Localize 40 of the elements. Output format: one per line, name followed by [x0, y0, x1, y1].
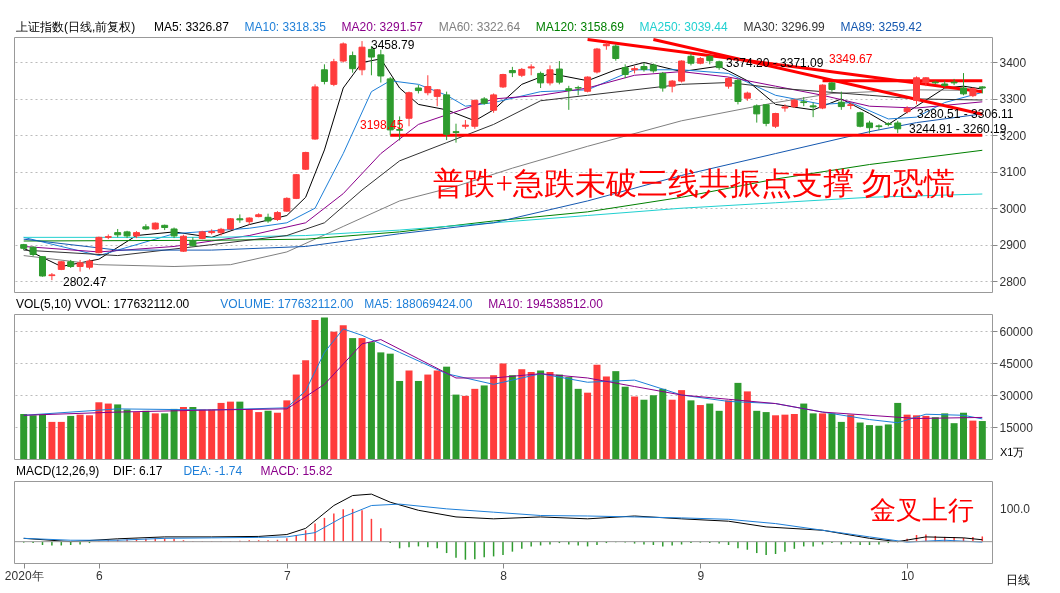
text: MA10: 194538512.00 [488, 297, 604, 311]
annotation: 金叉上行 [870, 496, 974, 525]
x-tick-label: 6 [96, 568, 104, 583]
text: 日线 [1006, 573, 1030, 587]
text: MA120: 3158.69 [535, 20, 625, 34]
y-tick-label: 15000 [999, 420, 1034, 435]
text: VOLUME: 177632112.00 [220, 297, 354, 311]
annotation: 3349.67 [829, 52, 873, 66]
y-tick-label: 3400 [999, 56, 1027, 70]
text: MA30: 3296.99 [743, 20, 826, 34]
text: MACD: 15.82 [260, 464, 333, 478]
chart-title: MACD(12,26,9) [16, 464, 100, 478]
text: MA250: 3039.44 [639, 20, 728, 34]
text: 100.0 [1000, 502, 1031, 516]
y-tick-label: 3100 [999, 165, 1027, 180]
y-tick-label: 2800 [999, 274, 1027, 289]
text: MA20: 3291.57 [341, 20, 424, 34]
series-label: MA5: 188069424.00 [364, 297, 473, 311]
text: MA60: 3322.64 [438, 20, 521, 34]
text: MA10: 3318.35 [244, 20, 327, 34]
y-tick-label: 3000 [999, 201, 1027, 216]
x-tick-label: 8 [500, 568, 508, 583]
text: X1万 [1000, 446, 1025, 458]
y-tick-label: 3300 [999, 92, 1027, 107]
x-tick-label: 7 [284, 568, 291, 583]
text: DEA: -1.74 [183, 464, 243, 478]
text: MA5: 3326.87 [154, 20, 230, 34]
x-tick-label: 9 [697, 568, 705, 583]
x-tick-label: 2020年 [4, 568, 44, 583]
annotation: 2802.47 [63, 275, 107, 289]
x-tick-label: 10 [900, 568, 915, 583]
y-tick-label: 60000 [999, 324, 1034, 339]
y-tick-label: 2900 [999, 238, 1027, 253]
y-tick-label: 30000 [999, 388, 1034, 403]
chart-title: VOL(5,10) VVOL: 177632112.00 [16, 297, 190, 311]
annotation: 3458.79 [371, 38, 415, 52]
y-tick-label: 45000 [999, 356, 1034, 371]
chart-title: 上证指数(日线,前复权) [16, 20, 136, 34]
text: DIF: 6.17 [113, 464, 163, 478]
text: MA89: 3259.42 [840, 20, 923, 34]
